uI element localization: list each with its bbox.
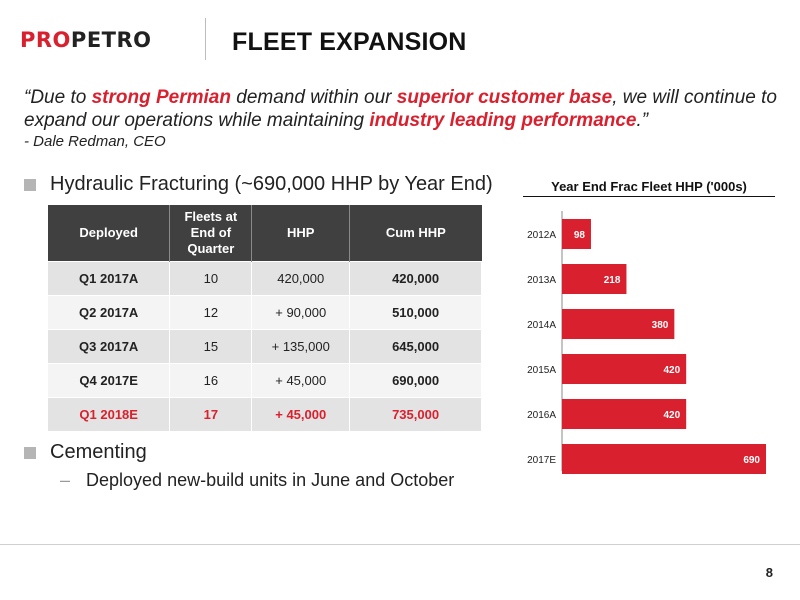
table-row: Q2 2017A 12 + 90,000 510,000 <box>48 294 482 329</box>
fleet-table: Deployed Fleets at End of Quarter HHP Cu… <box>48 205 482 431</box>
logo-petro: PETRO <box>70 28 152 52</box>
sub-bullet-label: Deployed new-build units in June and Oct… <box>86 470 455 490</box>
chart-data-label: 420 <box>663 410 680 421</box>
quote-text: , we will continue to expand our operati… <box>24 87 777 131</box>
chart-data-label: 218 <box>604 275 621 286</box>
bullet-square-icon <box>24 446 36 459</box>
table-row: Q4 2017E 16 + 45,000 690,000 <box>48 362 482 397</box>
chart-bar <box>562 399 687 429</box>
bullet-square-icon <box>24 178 36 191</box>
chart-bar <box>562 219 591 249</box>
table-row: Q1 2017A 10 420,000 420,000 <box>48 260 482 295</box>
chart-category-label: 2014A <box>527 320 556 331</box>
quote-text: demand within our <box>230 87 397 108</box>
table-row: Q1 2018E 17 + 45,000 735,000 <box>48 396 482 431</box>
chart-bar <box>562 354 687 384</box>
chart-category-label: 2013A <box>527 275 556 286</box>
chart-category-label: 2015A <box>527 365 556 376</box>
quote-author: - Dale Redman, CEO <box>24 133 166 150</box>
quote-text: “Due to <box>24 87 92 108</box>
page-number: 8 <box>765 565 773 580</box>
cell-quarter: Q1 2017A <box>48 260 171 295</box>
chart-data-label: 380 <box>652 320 669 331</box>
bullet-hydraulic-label: Hydraulic Fracturing (~690,000 HHP by Ye… <box>50 173 493 195</box>
cell-fleets: 12 <box>169 294 253 329</box>
quote-text: .” <box>636 110 649 131</box>
cell-cum-hhp: 690,000 <box>349 362 482 397</box>
cell-quarter: Q4 2017E <box>48 362 171 397</box>
logo-pro: PRO <box>20 28 71 52</box>
chart-data-label: 420 <box>663 365 680 376</box>
quote-highlight: industry leading performance <box>369 110 637 131</box>
quote-highlight: superior customer base <box>396 87 613 108</box>
bullet-cementing-label: Cementing <box>50 441 147 463</box>
col-header-hhp: HHP <box>251 205 351 261</box>
sub-bullet-cementing: – Deployed new-build units in June and O… <box>60 470 454 491</box>
cell-quarter: Q3 2017A <box>48 328 171 363</box>
cell-fleets: 10 <box>169 260 253 295</box>
col-header-fleets: Fleets at End of Quarter <box>169 205 253 261</box>
cell-cum-hhp: 645,000 <box>349 328 482 363</box>
cell-fleets: 15 <box>169 328 253 363</box>
cell-hhp: 420,000 <box>251 260 351 295</box>
chart-data-label: 690 <box>743 455 760 466</box>
chart-bar <box>562 444 766 474</box>
chart-category-label: 2017E <box>527 455 556 466</box>
chart-category-label: 2012A <box>527 230 556 241</box>
cell-cum-hhp: 735,000 <box>349 396 482 431</box>
bullet-hydraulic-fracturing: Hydraulic Fracturing (~690,000 HHP by Ye… <box>24 173 493 196</box>
cell-hhp: + 45,000 <box>251 396 351 431</box>
dash-icon: – <box>60 470 71 490</box>
cell-hhp: + 45,000 <box>251 362 351 397</box>
chart-category-label: 2016A <box>527 410 556 421</box>
chart-title: Year End Frac Fleet HHP ('000s) <box>523 179 775 197</box>
cell-cum-hhp: 420,000 <box>349 260 482 295</box>
table-header-row: Deployed Fleets at End of Quarter HHP Cu… <box>48 205 482 261</box>
footer-divider <box>0 544 800 545</box>
cell-quarter: Q2 2017A <box>48 294 171 329</box>
cell-fleets: 17 <box>169 396 253 431</box>
cell-cum-hhp: 510,000 <box>349 294 482 329</box>
frac-fleet-bar-chart: 2012A 98 2013A 218 2014A 380 2015A 420 2016A 420 2… <box>527 211 766 474</box>
bullet-cementing: Cementing <box>24 441 147 464</box>
header-divider <box>205 18 206 60</box>
quote-highlight: strong Permian <box>91 87 231 108</box>
col-header-deployed: Deployed <box>48 205 171 261</box>
cell-hhp: + 135,000 <box>251 328 351 363</box>
cell-hhp: + 90,000 <box>251 294 351 329</box>
chart-bar <box>562 264 627 294</box>
cell-fleets: 16 <box>169 362 253 397</box>
propetro-logo: PRO PETRO <box>20 28 152 52</box>
chart-data-label: 98 <box>574 230 586 241</box>
page-title: FLEET EXPANSION <box>232 28 467 56</box>
table-row: Q3 2017A 15 + 135,000 645,000 <box>48 328 482 363</box>
chart-bar <box>562 309 675 339</box>
col-header-cum-hhp: Cum HHP <box>349 205 482 261</box>
ceo-quote: “Due to strong Permian demand within our… <box>24 86 784 132</box>
cell-quarter: Q1 2018E <box>48 396 171 431</box>
